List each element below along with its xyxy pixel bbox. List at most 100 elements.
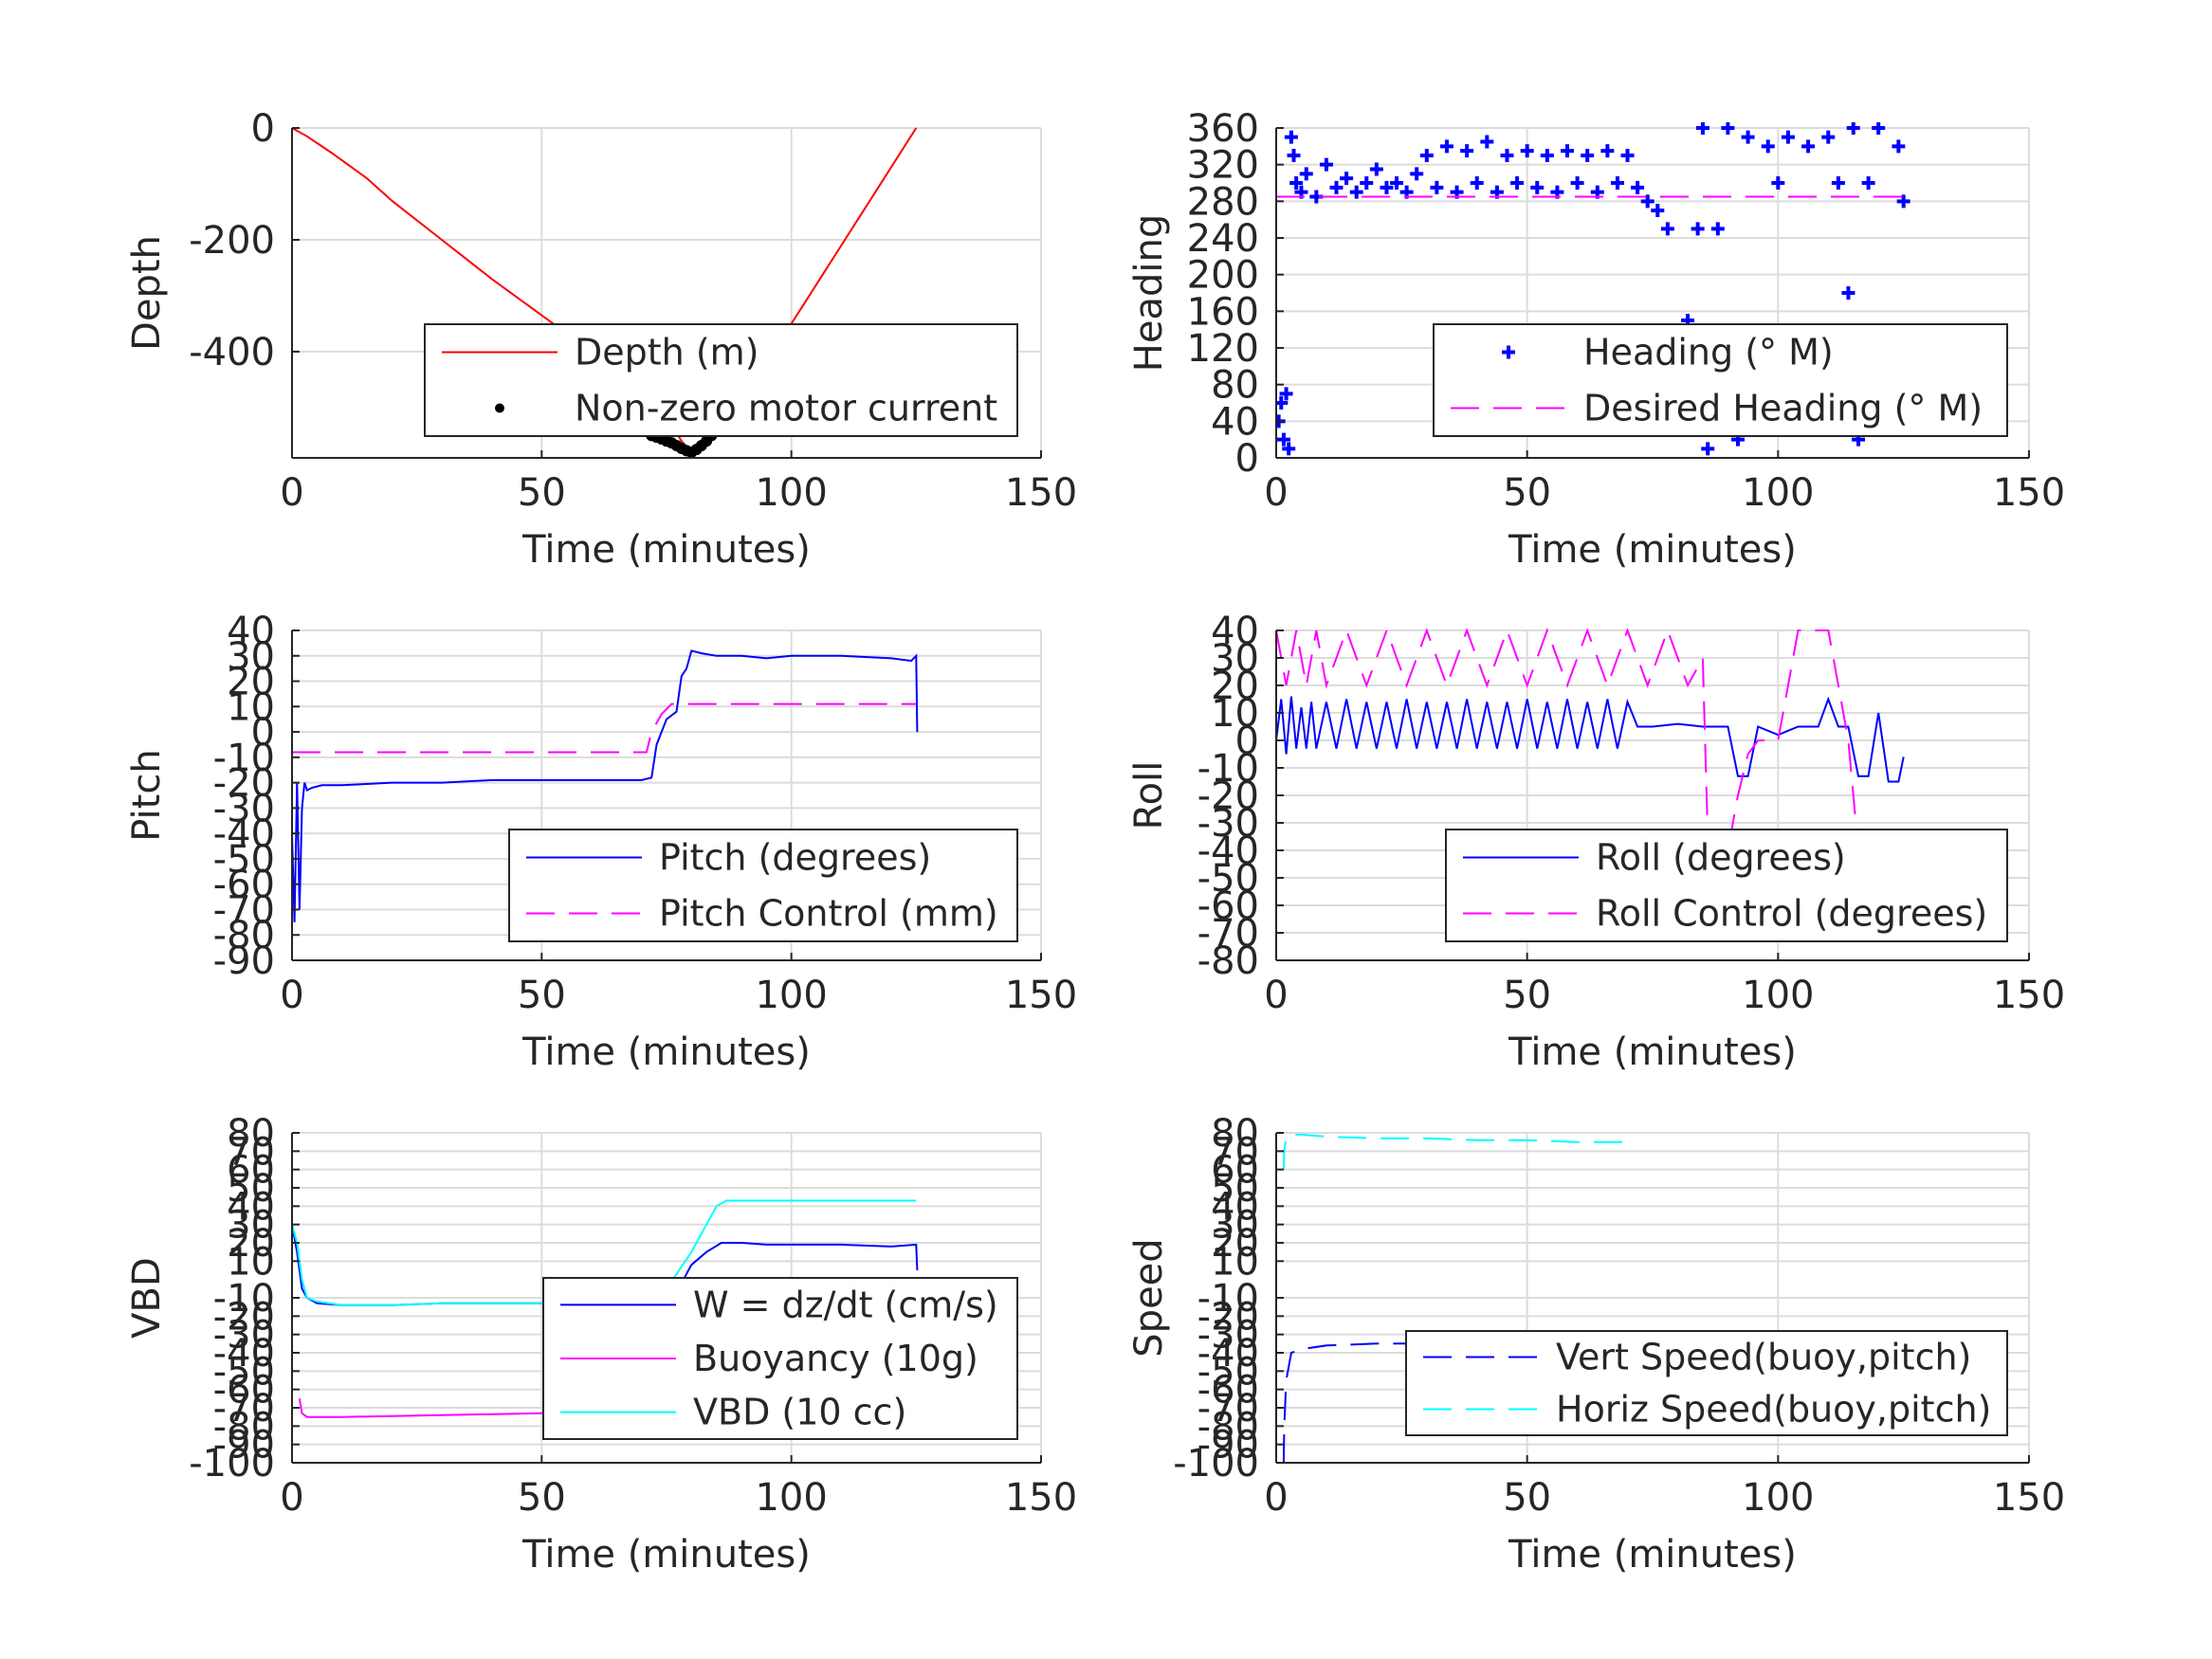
y-tick-label: 10 xyxy=(1211,692,1259,736)
y-tick-label: 240 xyxy=(1187,217,1259,261)
data-point xyxy=(1821,130,1836,144)
data-point xyxy=(1360,176,1374,190)
data-point xyxy=(1430,180,1444,194)
data-point xyxy=(1721,122,1735,135)
x-axis-label: Time (minutes) xyxy=(521,528,811,572)
y-axis-label: VBD xyxy=(125,1257,169,1339)
y-tick-label: 0 xyxy=(251,107,275,151)
data-point xyxy=(1460,144,1474,158)
x-tick-label: 150 xyxy=(1005,1476,1077,1520)
legend: Heading (° M) Desired Heading (° M) xyxy=(1433,323,2008,437)
y-tick-label: 10 xyxy=(227,1240,275,1284)
y-axis-label: Depth xyxy=(125,235,169,351)
data-point xyxy=(1620,149,1635,162)
y-tick-label: 280 xyxy=(1187,180,1259,224)
legend-label: Depth (m) xyxy=(575,332,759,374)
y-tick-label: -50 xyxy=(213,838,275,882)
y-tick-label: -40 xyxy=(1197,830,1259,873)
legend-label: W = dz/dt (cm/s) xyxy=(693,1284,998,1325)
y-tick-label: 20 xyxy=(1211,1222,1259,1266)
y-tick-label: 120 xyxy=(1187,327,1259,371)
y-tick-label: 40 xyxy=(227,610,275,653)
y-tick-label: -10 xyxy=(213,737,275,780)
y-tick-label: 20 xyxy=(227,661,275,704)
y-tick-label: -60 xyxy=(213,864,275,907)
x-tick-label: 0 xyxy=(280,471,303,515)
legend: Vert Speed(buoy,pitch) Horiz Speed(buoy,p… xyxy=(1405,1330,2008,1436)
data-point xyxy=(1319,157,1333,172)
legend-label: Desired Heading (° M) xyxy=(1583,388,1983,429)
legend-label: Buoyancy (10g) xyxy=(693,1338,978,1379)
legend-box xyxy=(508,829,1018,942)
y-tick-label: -80 xyxy=(1197,939,1259,983)
legend-label: VBD (10 cc) xyxy=(693,1392,906,1433)
legend-box xyxy=(424,323,1018,437)
data-point xyxy=(1279,387,1293,401)
y-tick-label: -20 xyxy=(213,762,275,806)
y-tick-label: -100 xyxy=(189,1442,275,1486)
y-tick-label: -40 xyxy=(1197,1332,1259,1376)
data-point xyxy=(1561,144,1575,158)
data-point xyxy=(1419,149,1434,162)
legend-label: Pitch Control (mm) xyxy=(659,893,998,935)
y-tick-label: -10 xyxy=(213,1277,275,1321)
y-tick-label: -20 xyxy=(1197,775,1259,818)
data-point xyxy=(1781,130,1795,144)
x-axis-label: Time (minutes) xyxy=(1508,1533,1797,1577)
data-point xyxy=(1369,162,1383,176)
y-tick-label: 50 xyxy=(227,1167,275,1211)
data-point xyxy=(1480,135,1494,149)
data-point xyxy=(1380,180,1394,194)
x-tick-label: 150 xyxy=(1005,974,1077,1017)
x-axis-label: Time (minutes) xyxy=(1508,528,1797,572)
legend: Pitch (degrees) Pitch Control (mm) xyxy=(508,829,1018,942)
series-group xyxy=(1276,628,1905,851)
x-axis-label: Time (minutes) xyxy=(1508,1030,1797,1074)
legend: Roll (degrees) Roll Control (degrees) xyxy=(1445,829,2008,942)
y-tick-label: 40 xyxy=(1211,400,1259,444)
y-tick-label: -20 xyxy=(1197,1295,1259,1339)
legend-marker xyxy=(495,403,504,413)
x-axis-label: Time (minutes) xyxy=(521,1533,811,1577)
y-tick-label: -70 xyxy=(213,1387,275,1431)
y-tick-label: 360 xyxy=(1187,107,1259,151)
y-tick-label: 30 xyxy=(227,1204,275,1248)
y-tick-label: 80 xyxy=(1211,1112,1259,1156)
panel-3: 0 50 100 150403020100-10-20-30-40-50-60-70-… xyxy=(125,610,1077,1074)
y-axis-label: Roll xyxy=(1127,761,1171,830)
y-tick-label: -70 xyxy=(1197,1387,1259,1431)
x-tick-label: 150 xyxy=(1005,471,1077,515)
data-point xyxy=(1570,176,1584,190)
panel-4: 0 50 100 150403020100-10-20-30-40-50-60-70-… xyxy=(1127,610,2065,1074)
x-tick-label: 50 xyxy=(518,1476,566,1520)
data-point xyxy=(1340,172,1354,186)
x-tick-label: 150 xyxy=(1993,974,2065,1017)
y-axis-label: Speed xyxy=(1127,1238,1171,1357)
y-tick-label: 60 xyxy=(1211,1149,1259,1193)
data-point xyxy=(1276,432,1290,447)
x-tick-label: 50 xyxy=(518,471,566,515)
legend-label: Horiz Speed(buoy,pitch) xyxy=(1556,1389,1991,1431)
x-tick-label: 100 xyxy=(755,471,827,515)
y-tick-label: -60 xyxy=(1197,884,1259,928)
data-point xyxy=(1289,176,1304,190)
y-tick-label: -40 xyxy=(213,1332,275,1376)
panel-5: 0 50 100 150 -100-90-80-70-60-50-40-30-20-10… xyxy=(125,1112,1077,1577)
data-point xyxy=(1329,180,1344,194)
y-tick-label: 40 xyxy=(1211,610,1259,653)
data-point xyxy=(1801,139,1816,154)
y-tick-label: 80 xyxy=(1211,364,1259,408)
series-line-2 xyxy=(292,702,917,754)
y-tick-label: 50 xyxy=(1211,1167,1259,1211)
data-point xyxy=(1540,149,1554,162)
y-tick-label: 20 xyxy=(227,1222,275,1266)
y-tick-label: 160 xyxy=(1187,290,1259,334)
data-point xyxy=(1581,149,1595,162)
legend-box xyxy=(1405,1330,2008,1436)
data-point xyxy=(1349,185,1363,199)
data-point xyxy=(1841,286,1856,300)
y-tick-label: 30 xyxy=(1211,1204,1259,1248)
data-point xyxy=(1631,180,1645,194)
data-point xyxy=(1510,176,1525,190)
y-tick-label: -60 xyxy=(213,1369,275,1413)
